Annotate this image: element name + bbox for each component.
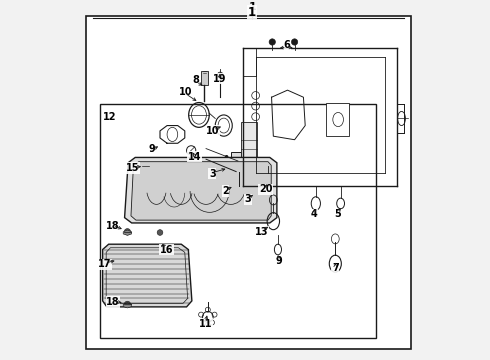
Circle shape (269, 39, 275, 45)
Circle shape (225, 165, 228, 168)
Circle shape (225, 155, 228, 158)
Bar (242, 122, 257, 157)
Polygon shape (124, 157, 277, 223)
Circle shape (218, 72, 223, 78)
Circle shape (124, 229, 131, 235)
Text: 19: 19 (213, 74, 226, 84)
Bar (255, 170, 264, 186)
Polygon shape (131, 162, 271, 220)
Text: 5: 5 (334, 209, 341, 219)
Polygon shape (102, 244, 192, 307)
Text: 11: 11 (198, 319, 212, 329)
Text: 16: 16 (160, 244, 173, 255)
Text: 18: 18 (106, 221, 120, 231)
Text: 15: 15 (125, 163, 139, 173)
Text: 17: 17 (98, 260, 112, 269)
Text: 9: 9 (149, 144, 156, 154)
Bar (326, 103, 349, 136)
Bar (201, 71, 208, 85)
Circle shape (248, 176, 252, 179)
Text: 4: 4 (311, 209, 318, 219)
Circle shape (124, 301, 131, 307)
Text: 10: 10 (206, 126, 220, 136)
Bar (236, 170, 242, 175)
Text: 18: 18 (106, 297, 120, 307)
Circle shape (157, 230, 163, 235)
Bar (231, 152, 241, 170)
Circle shape (248, 180, 252, 184)
Text: 10: 10 (179, 87, 192, 97)
Text: 12: 12 (103, 112, 117, 122)
Polygon shape (123, 303, 132, 308)
Circle shape (248, 171, 252, 175)
Text: 3: 3 (245, 194, 251, 204)
Circle shape (225, 160, 228, 163)
Text: 9: 9 (275, 256, 282, 266)
Text: 8: 8 (193, 75, 199, 85)
Text: 1: 1 (248, 6, 256, 19)
Circle shape (194, 154, 199, 159)
Text: 3: 3 (209, 169, 216, 179)
Polygon shape (123, 230, 132, 235)
Text: 20: 20 (259, 184, 272, 194)
Circle shape (292, 39, 298, 45)
Text: 13: 13 (255, 227, 269, 237)
Text: 1: 1 (248, 2, 256, 12)
Text: 6: 6 (283, 40, 290, 50)
Text: 14: 14 (188, 152, 201, 162)
Text: 2: 2 (222, 186, 229, 196)
Bar (100, 104, 376, 338)
Text: 7: 7 (332, 263, 339, 273)
Circle shape (148, 164, 153, 168)
